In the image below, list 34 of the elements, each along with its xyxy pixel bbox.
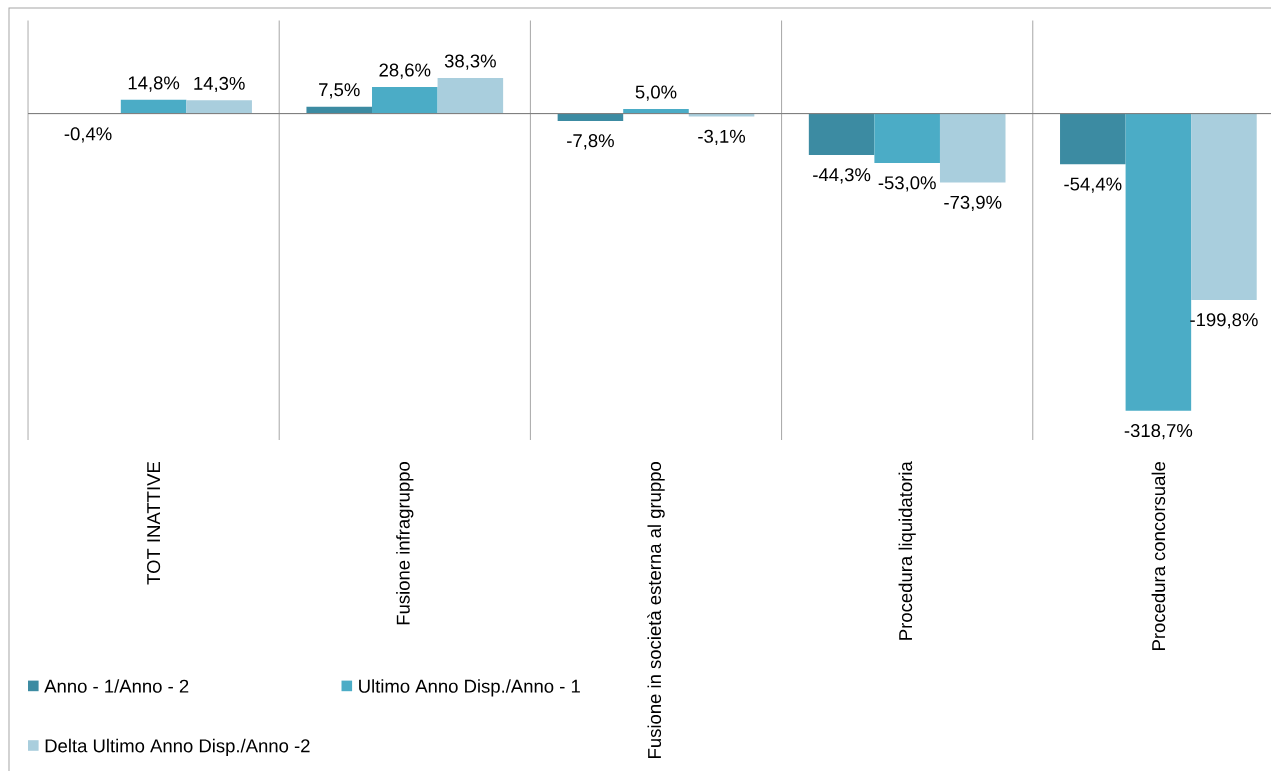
x-tick-label: TOT INATTIVE	[147, 461, 161, 585]
bar	[557, 113, 624, 121]
data-label: -7,8%	[567, 134, 614, 150]
legend-label: Delta Ultimo Anno Disp./Anno -2	[45, 738, 310, 757]
data-label: -318,7%	[1124, 424, 1193, 440]
bar	[1191, 113, 1257, 300]
bar	[874, 113, 940, 164]
data-label: 28,6%	[379, 63, 431, 79]
data-label: -44,3%	[813, 168, 871, 184]
legend-label: Anno - 1/Anno - 2	[44, 679, 189, 693]
data-label: -53,0%	[878, 176, 936, 192]
data-label: 14,3%	[194, 76, 245, 93]
bar	[120, 99, 187, 114]
legend-label: Ultimo Anno Disp./Anno - 1	[359, 679, 580, 697]
x-tick-label: Fusione infragruppo	[396, 462, 414, 625]
bar	[186, 100, 252, 114]
x-tick-label: Procedura concorsuale	[1151, 462, 1166, 650]
bar	[688, 113, 755, 117]
data-label: -3,1%	[698, 129, 746, 146]
bar	[939, 113, 1006, 183]
bar	[1060, 113, 1126, 165]
data-label: -73,9%	[944, 195, 1002, 212]
data-label: 38,3%	[444, 54, 496, 70]
bar	[808, 113, 875, 155]
data-label: 7,5%	[319, 83, 360, 99]
bar	[437, 77, 504, 114]
data-label: -54,4%	[1064, 177, 1122, 193]
bar	[1125, 113, 1192, 411]
data-label: 14,8%	[128, 76, 180, 92]
bar	[372, 86, 438, 114]
x-tick-label: Fusione in società esterna al gruppo	[647, 462, 665, 758]
x-tick-label: Procedura liquidatoria	[898, 461, 916, 640]
data-label: 5,0%	[635, 85, 677, 101]
data-label: -0,4%	[64, 127, 112, 143]
